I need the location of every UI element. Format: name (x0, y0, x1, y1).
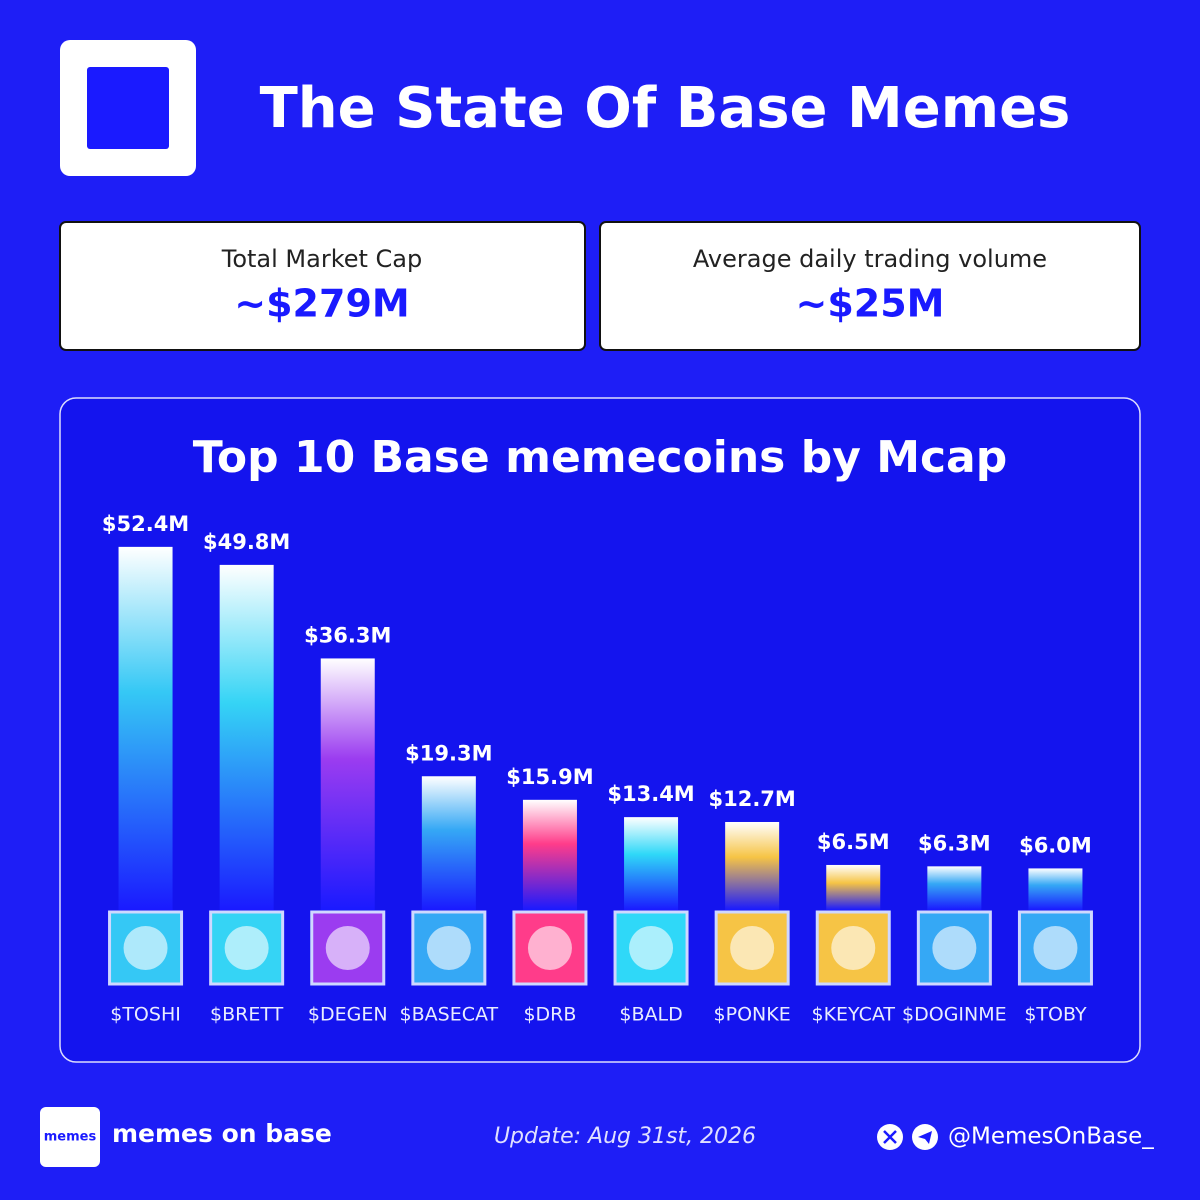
coin-icon-face (426, 926, 471, 970)
social-handle[interactable]: @MemesOnBase_ (948, 1124, 1154, 1150)
bar (320, 658, 375, 910)
coin-icon (411, 910, 487, 986)
value-label: $6.3M (918, 831, 991, 855)
brand-name: memes on base (112, 1119, 332, 1148)
bar (219, 564, 274, 910)
bar (725, 821, 780, 910)
coin-icon-face (932, 926, 977, 970)
value-label: $15.9M (506, 765, 593, 789)
coin-icon-face (831, 926, 876, 970)
x-tick-label: $TOBY (1024, 1004, 1087, 1026)
x-tick-label: $KEYCAT (811, 1004, 895, 1026)
stat-card (59, 221, 586, 351)
value-label: $12.7M (708, 787, 795, 811)
bar (522, 799, 577, 910)
x-tick-label: $BALD (619, 1004, 682, 1026)
coin-icon-face (730, 926, 775, 970)
x-icon-glyph (883, 1130, 897, 1144)
x-tick-label: $BASECAT (400, 1004, 499, 1026)
stat-label: Average daily trading volume (693, 245, 1047, 273)
coin-icon (613, 910, 689, 986)
stat-card (599, 221, 1141, 351)
value-label: $6.5M (817, 830, 890, 854)
x-tick-label: $DEGEN (308, 1004, 388, 1026)
bar (118, 546, 173, 910)
logo-inner (87, 67, 169, 149)
value-label: $19.3M (405, 741, 492, 765)
coin-icon-face (325, 926, 370, 970)
x-tick-label: $BRETT (210, 1004, 284, 1026)
stat-label: Total Market Cap (221, 245, 423, 273)
coin-icon-face (224, 926, 269, 970)
value-label: $36.3M (304, 623, 391, 647)
x-tick-label: $DOGINME (902, 1004, 1007, 1026)
coin-icon-face (527, 926, 572, 970)
bar (624, 817, 679, 910)
value-label: $13.4M (607, 782, 694, 806)
coin-icon (512, 910, 588, 986)
bar (927, 866, 982, 910)
value-label: $49.8M (203, 530, 290, 554)
telegram-icon-glyph (918, 1131, 932, 1144)
stat-value: ~$279M (234, 282, 409, 326)
x-tick-label: $DRB (523, 1004, 576, 1026)
coin-icon-face (1033, 926, 1078, 970)
update-date: Update: Aug 31st, 2026 (494, 1124, 756, 1149)
value-label: $6.0M (1019, 833, 1092, 857)
coin-icon-face (629, 926, 674, 970)
page-title: The State Of Base Memes (260, 76, 1071, 141)
bar (421, 776, 476, 910)
bar (826, 864, 881, 910)
brand-icon-text: memes (44, 1130, 97, 1145)
chart-title: Top 10 Base memecoins by Mcap (193, 432, 1008, 483)
x-tick-label: $PONKE (714, 1004, 791, 1026)
coin-icon-face (123, 926, 168, 970)
stat-value: ~$25M (796, 282, 945, 326)
chart: $52.4M $TOSHI $49.8M $BRETT $36.3M $DEGEN $19.… (102, 512, 1093, 1026)
bar (1028, 868, 1083, 910)
x-tick-label: $TOSHI (110, 1004, 181, 1026)
value-label: $52.4M (102, 512, 189, 536)
brand-icon (40, 1107, 100, 1167)
